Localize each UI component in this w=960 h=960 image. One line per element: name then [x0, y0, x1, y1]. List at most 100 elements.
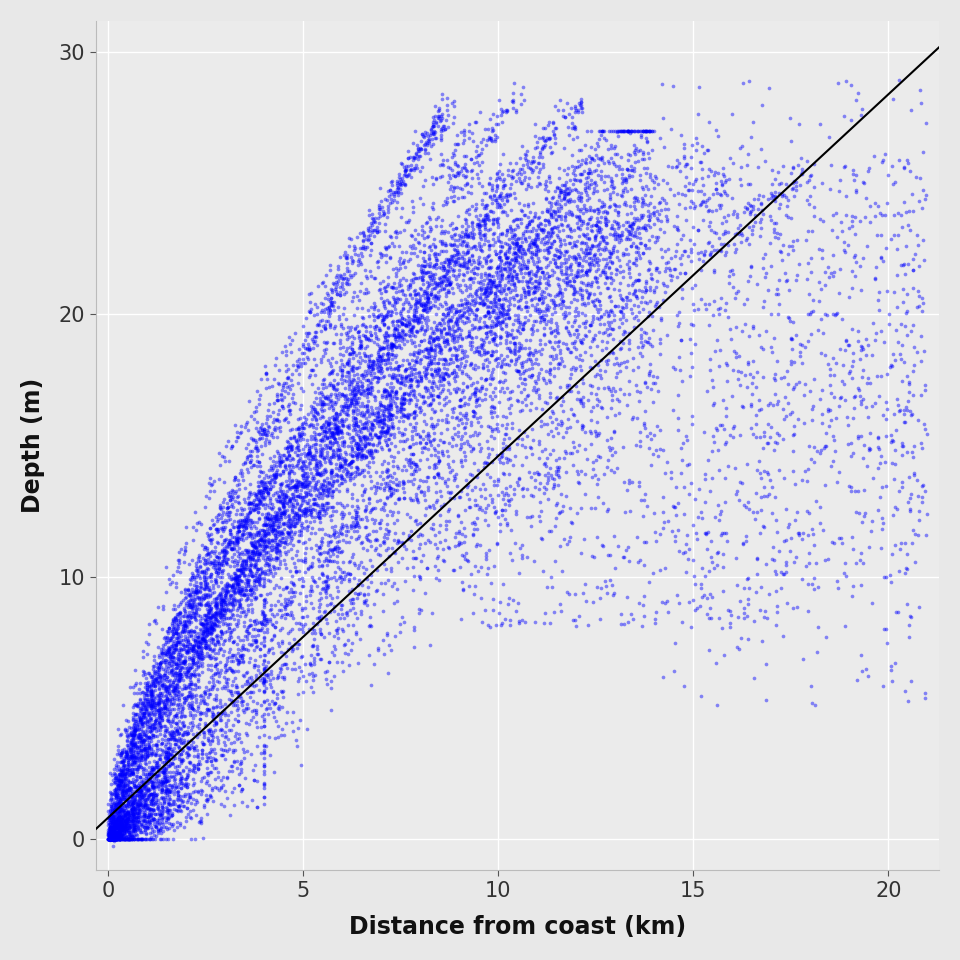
Point: [584, 276, 599, 292]
Point: [451, 523, 467, 539]
Point: [438, 514, 453, 529]
Point: [131, 792, 146, 807]
Point: [567, 104, 583, 119]
Point: [637, 420, 653, 436]
Point: [305, 600, 321, 615]
Point: [395, 171, 410, 186]
Point: [332, 459, 348, 474]
Point: [541, 244, 557, 259]
Point: [470, 216, 486, 231]
Point: [745, 218, 760, 233]
Point: [217, 548, 232, 564]
Point: [135, 797, 151, 812]
Point: [136, 819, 152, 834]
Point: [257, 540, 273, 555]
Point: [164, 691, 180, 707]
Point: [424, 605, 440, 620]
Point: [343, 397, 358, 413]
Point: [188, 635, 204, 650]
Point: [385, 340, 400, 355]
Point: [487, 187, 502, 203]
Point: [838, 618, 853, 634]
Point: [335, 508, 350, 523]
Point: [128, 753, 143, 768]
Point: [327, 530, 343, 545]
Point: [620, 123, 636, 138]
Point: [578, 467, 593, 482]
Point: [600, 547, 615, 563]
Point: [446, 147, 462, 162]
Point: [463, 466, 478, 481]
Point: [245, 544, 260, 560]
Point: [273, 492, 288, 508]
Point: [277, 489, 293, 504]
Point: [418, 265, 433, 280]
Point: [161, 655, 177, 670]
Point: [251, 484, 266, 499]
Point: [492, 250, 508, 265]
Point: [233, 463, 249, 478]
Point: [838, 73, 853, 88]
Point: [356, 345, 372, 360]
Point: [295, 462, 310, 477]
Point: [446, 98, 462, 113]
Point: [594, 400, 610, 416]
Point: [189, 589, 204, 605]
Point: [917, 421, 932, 437]
Point: [110, 820, 126, 835]
Point: [572, 286, 588, 301]
Point: [572, 347, 588, 362]
Point: [265, 532, 280, 547]
Point: [177, 606, 192, 621]
Point: [105, 814, 120, 829]
Point: [444, 314, 459, 329]
Point: [302, 452, 318, 468]
Point: [368, 393, 383, 408]
Point: [485, 302, 500, 318]
Point: [144, 678, 159, 693]
Point: [523, 250, 539, 265]
Point: [500, 188, 516, 204]
Point: [163, 697, 179, 712]
Point: [212, 499, 228, 515]
Point: [240, 542, 255, 558]
Point: [172, 765, 187, 780]
Point: [185, 585, 201, 600]
Point: [144, 786, 159, 802]
Point: [885, 158, 900, 174]
Point: [697, 588, 712, 603]
Point: [422, 211, 438, 227]
Point: [492, 256, 508, 272]
Point: [132, 798, 148, 813]
Point: [519, 428, 535, 444]
Point: [260, 557, 276, 572]
Point: [911, 503, 926, 518]
Point: [300, 609, 315, 624]
Point: [204, 513, 219, 528]
Point: [505, 170, 520, 185]
Point: [250, 615, 265, 631]
Point: [108, 783, 124, 799]
Point: [259, 408, 275, 423]
Point: [189, 575, 204, 590]
Point: [427, 276, 443, 291]
Point: [657, 515, 672, 530]
Point: [430, 291, 445, 306]
Point: [132, 752, 147, 767]
Point: [317, 343, 332, 358]
Point: [366, 523, 381, 539]
Point: [342, 535, 357, 550]
Point: [367, 657, 382, 672]
Point: [255, 478, 271, 493]
Point: [176, 641, 191, 657]
Point: [270, 669, 285, 684]
Point: [503, 180, 518, 196]
Point: [107, 795, 122, 810]
Point: [495, 296, 511, 311]
Point: [104, 831, 119, 847]
Point: [846, 410, 861, 425]
Point: [821, 130, 836, 145]
Point: [260, 615, 276, 631]
Point: [345, 441, 360, 456]
Point: [426, 127, 442, 142]
